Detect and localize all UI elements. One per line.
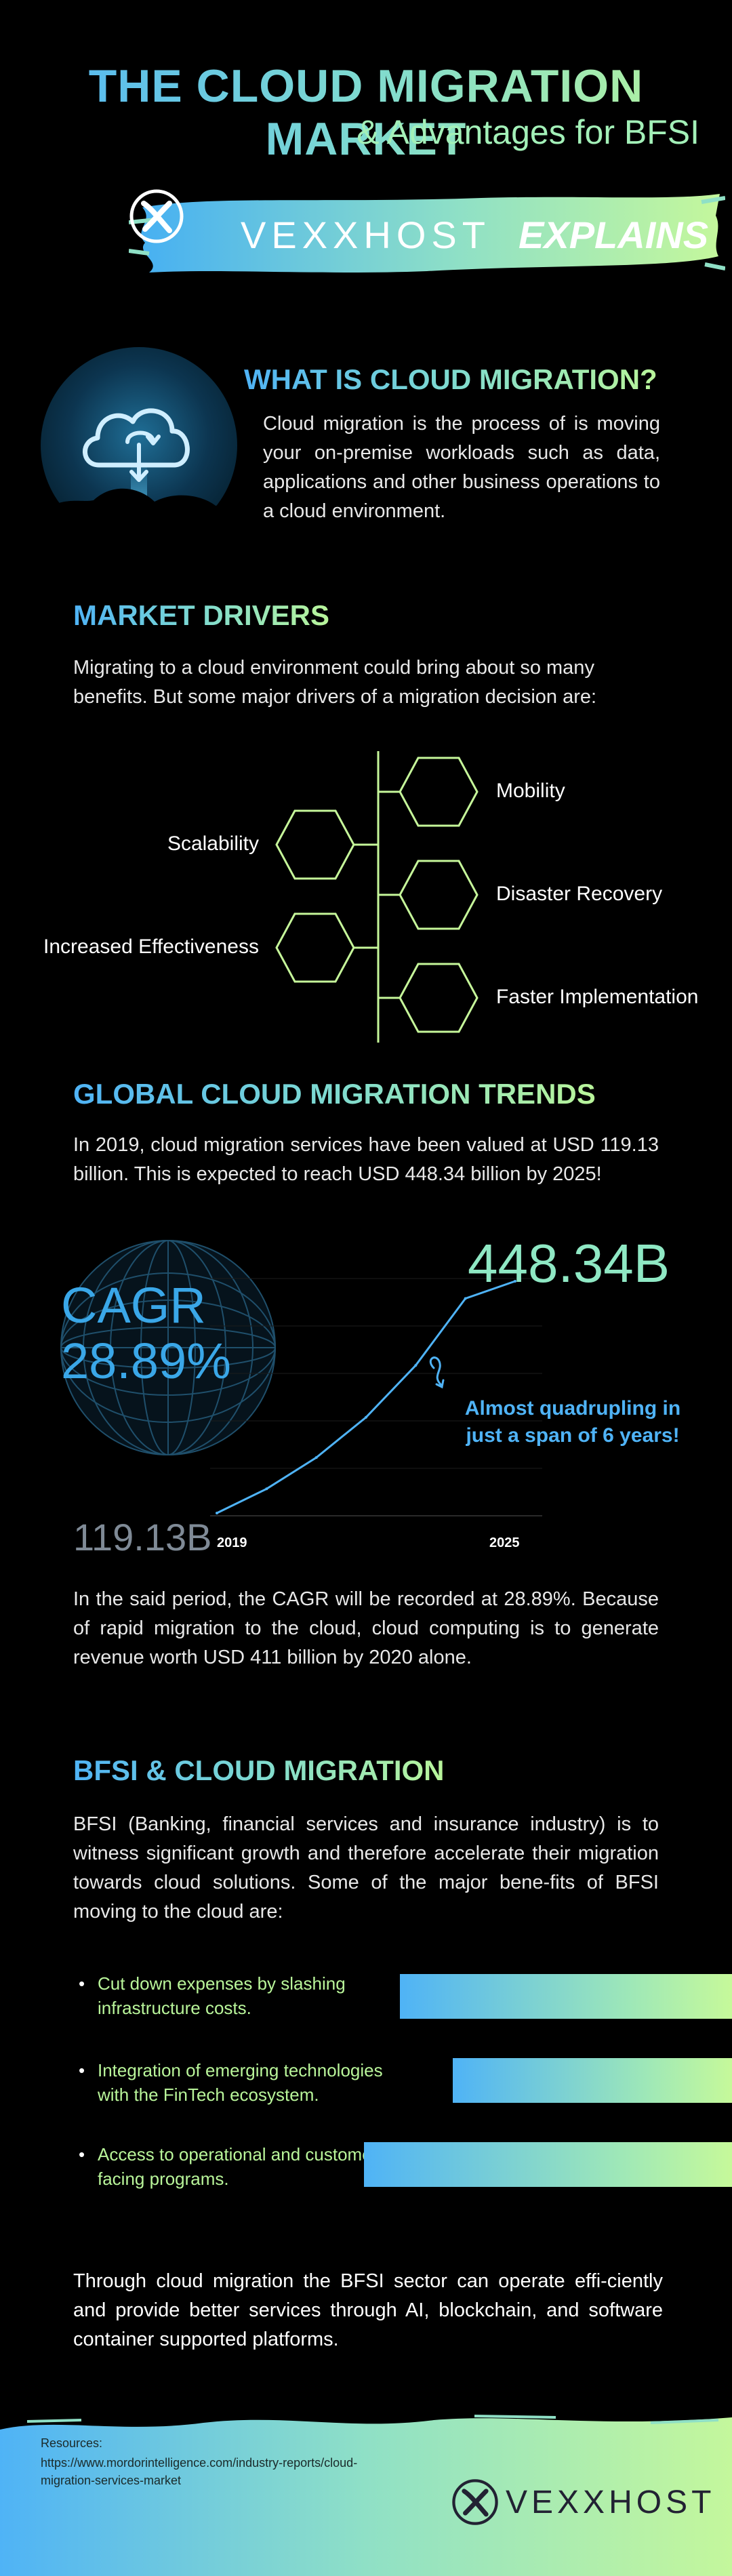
trend-point-2025	[514, 1280, 516, 1283]
closing-paragraph: Through cloud migration the BFSI sector …	[73, 2270, 663, 2350]
market-drivers-heading: MARKET DRIVERS	[73, 599, 330, 631]
vexxhost-logo-icon	[129, 189, 184, 243]
year-end-label: 2025	[489, 1535, 520, 1550]
driver-mobility: Mobility	[496, 780, 565, 802]
trend-point-2020	[265, 1487, 268, 1491]
resources-link[interactable]: https://www.mordorintelligence.com/indus…	[41, 2456, 358, 2487]
trends-line-chart	[60, 1240, 542, 1516]
brand-banner: VEXXHOST EXPLAINS	[129, 188, 725, 277]
hexagon-disaster-recovery	[399, 860, 479, 930]
trend-point-2021	[314, 1456, 318, 1460]
benefit-item: Integration of emerging technologies wit…	[79, 2058, 419, 2107]
hexagon-scalability	[275, 809, 355, 880]
trend-point-2023	[414, 1364, 418, 1367]
globe-graphic	[60, 1240, 276, 1455]
arrow-doodle-icon	[429, 1356, 445, 1389]
page-subtitle: & Advantages for BFSI	[357, 113, 699, 151]
hexagon-increased-effectiveness	[275, 912, 355, 983]
bfsi-heading: BFSI & CLOUD MIGRATION	[73, 1754, 445, 1786]
what-is-body: Cloud migration is the process of is mov…	[263, 413, 660, 522]
driver-scalability: Scalability	[167, 832, 259, 855]
trend-point-2019	[216, 1512, 218, 1514]
brand-name: VEXXHOST	[241, 214, 491, 256]
market-drivers-diagram: Scalability Increased Effectiveness Mobi…	[0, 746, 732, 1051]
benefit-bar	[400, 1974, 732, 2019]
quadrupling-note: Almost quadrupling in just a span of 6 y…	[464, 1397, 681, 1447]
page-title: THE CLOUD MIGRATION MARKET	[0, 60, 732, 165]
driver-increased-effectiveness: Increased Effectiveness	[43, 935, 259, 958]
footer-brush-background	[0, 2415, 732, 2576]
cagr-value: 28.89%	[61, 1333, 231, 1389]
vexxhost-footer-logo-icon	[452, 2479, 498, 2525]
brand-explains: EXPLAINS	[518, 214, 709, 256]
hexagon-mobility	[399, 757, 479, 827]
benefit-bar	[364, 2142, 732, 2187]
start-value: 119.13B	[73, 1516, 212, 1558]
brush-stroke-background	[129, 194, 725, 273]
trends-body: In 2019, cloud migration services have b…	[73, 1134, 659, 1185]
trends-heading: GLOBAL CLOUD MIGRATION TRENDS	[73, 1078, 596, 1110]
hexagon-faster-implementation	[399, 963, 479, 1033]
driver-faster-implementation: Faster Implementation	[496, 986, 699, 1008]
what-is-heading: WHAT IS CLOUD MIGRATION?	[244, 363, 657, 395]
driver-disaster-recovery: Disaster Recovery	[496, 883, 663, 905]
market-drivers-body: Migrating to a cloud environment could b…	[73, 657, 597, 708]
trends-body-2: In the said period, the CAGR will be rec…	[73, 1588, 659, 1668]
benefit-item: Access to operational and customer facin…	[79, 2142, 419, 2191]
bfsi-body: BFSI (Banking, financial services and in…	[73, 1813, 659, 1923]
benefit-bar	[453, 2058, 732, 2103]
year-start-label: 2019	[217, 1535, 247, 1550]
trend-point-2022	[365, 1415, 367, 1419]
cloud-upload-icon	[39, 347, 239, 546]
cagr-label: CAGR 28.89%	[61, 1277, 231, 1389]
resources-title: Resources:	[41, 2436, 103, 2450]
trend-point-2024	[464, 1297, 467, 1300]
end-value: 448.34B	[468, 1233, 670, 1293]
footer-brand-name: VEXXHOST	[506, 2484, 716, 2520]
hexagon-connector-lines	[275, 751, 479, 1043]
benefit-item: Cut down expenses by slashing infrastruc…	[79, 1971, 419, 2020]
